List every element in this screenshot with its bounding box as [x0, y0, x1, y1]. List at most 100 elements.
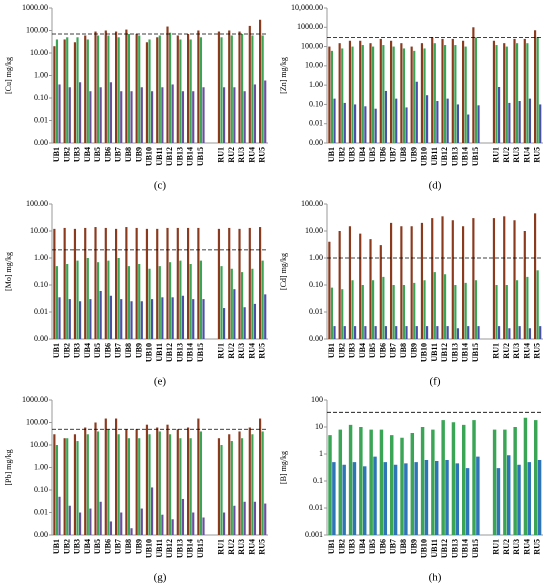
bar — [523, 38, 526, 144]
bar — [217, 438, 221, 535]
x-tick-label: RU2 — [502, 343, 511, 359]
bar — [338, 231, 341, 339]
y-tick-label: 1.00 — [34, 70, 48, 79]
bar — [404, 463, 408, 535]
bar — [238, 431, 241, 535]
y-tick-label: 100.00 — [26, 25, 48, 34]
bar — [217, 31, 221, 144]
x-tick-label: UB15 — [471, 147, 480, 166]
x-tick-label: RU4 — [522, 539, 531, 555]
bar — [379, 429, 384, 535]
bar — [68, 299, 71, 339]
bar — [97, 35, 100, 144]
bar — [151, 487, 154, 535]
x-tick-label: UB4 — [358, 539, 367, 554]
bar — [338, 429, 343, 535]
bar — [526, 276, 529, 339]
bar — [97, 262, 100, 339]
bar — [259, 418, 262, 535]
bar — [343, 102, 346, 143]
bar — [333, 98, 336, 143]
x-tick-label: RU1 — [492, 147, 501, 163]
bar — [179, 260, 182, 339]
bar — [53, 434, 56, 535]
bar — [503, 216, 506, 339]
bar — [414, 462, 418, 535]
bar — [364, 106, 367, 143]
bar — [230, 441, 233, 535]
bar — [76, 441, 79, 535]
bar — [372, 280, 375, 339]
bar — [259, 19, 262, 144]
bar — [261, 431, 264, 535]
x-tick-label: RU1 — [492, 539, 501, 555]
bar — [433, 272, 436, 339]
bar — [523, 417, 528, 535]
x-tick-label: UB13 — [450, 539, 459, 558]
bar — [84, 227, 87, 339]
bar — [161, 297, 164, 339]
bar — [505, 285, 508, 339]
bar — [431, 37, 434, 143]
bar — [238, 31, 241, 144]
y-tick-label: 0.00 — [34, 138, 48, 147]
bar — [117, 258, 120, 339]
bar — [202, 299, 205, 339]
bar — [171, 297, 174, 339]
bar — [413, 50, 416, 143]
x-tick-label: RU5 — [258, 343, 267, 359]
bar — [199, 260, 203, 339]
bar — [76, 37, 79, 143]
y-tick-label: 1.00 — [34, 462, 48, 471]
bar — [241, 33, 244, 144]
bar — [454, 45, 457, 144]
bar — [86, 258, 89, 339]
y-tick-label: 1000.00 — [297, 22, 323, 31]
x-tick-label: UB11 — [155, 343, 164, 362]
bar — [444, 45, 447, 144]
bar — [192, 91, 195, 143]
bar — [444, 274, 447, 339]
bar — [441, 420, 445, 535]
x-tick-label: UB7 — [114, 147, 123, 162]
bar — [220, 37, 223, 143]
bar — [472, 420, 476, 535]
bar — [79, 512, 82, 535]
x-tick-label: UB5 — [93, 147, 102, 162]
panel-label: (g) — [154, 572, 167, 584]
x-tick-label: RU2 — [502, 539, 511, 555]
bar — [400, 43, 403, 143]
bar — [505, 46, 508, 144]
bar — [492, 40, 496, 143]
x-tick-label: RU3 — [237, 539, 246, 555]
x-tick-label: RU4 — [247, 539, 256, 555]
bar — [94, 227, 97, 339]
y-tick-label: 10.00 — [305, 226, 323, 235]
x-tick-label: UB6 — [103, 539, 112, 554]
bar — [199, 37, 203, 143]
bar — [115, 31, 118, 144]
x-tick-label: UB12 — [165, 147, 174, 166]
bar — [392, 46, 395, 144]
bar — [390, 40, 393, 143]
x-tick-label: UB11 — [430, 539, 439, 558]
bar — [410, 46, 413, 144]
bar — [107, 35, 110, 144]
bar — [192, 299, 195, 339]
x-tick-label: RU1 — [492, 343, 501, 359]
bar — [223, 87, 226, 143]
x-tick-label: UB13 — [175, 343, 184, 362]
bar — [135, 33, 138, 144]
bar — [534, 420, 538, 535]
x-tick-label: UB13 — [450, 147, 459, 166]
x-tick-label: UB12 — [440, 343, 449, 362]
bar — [477, 326, 480, 339]
bar — [161, 514, 164, 535]
bar — [390, 435, 394, 535]
bar — [462, 40, 465, 143]
bar — [243, 91, 246, 143]
bar — [426, 95, 429, 143]
bar — [435, 461, 439, 535]
bar — [351, 280, 354, 339]
x-tick-label: UB4 — [358, 147, 367, 162]
